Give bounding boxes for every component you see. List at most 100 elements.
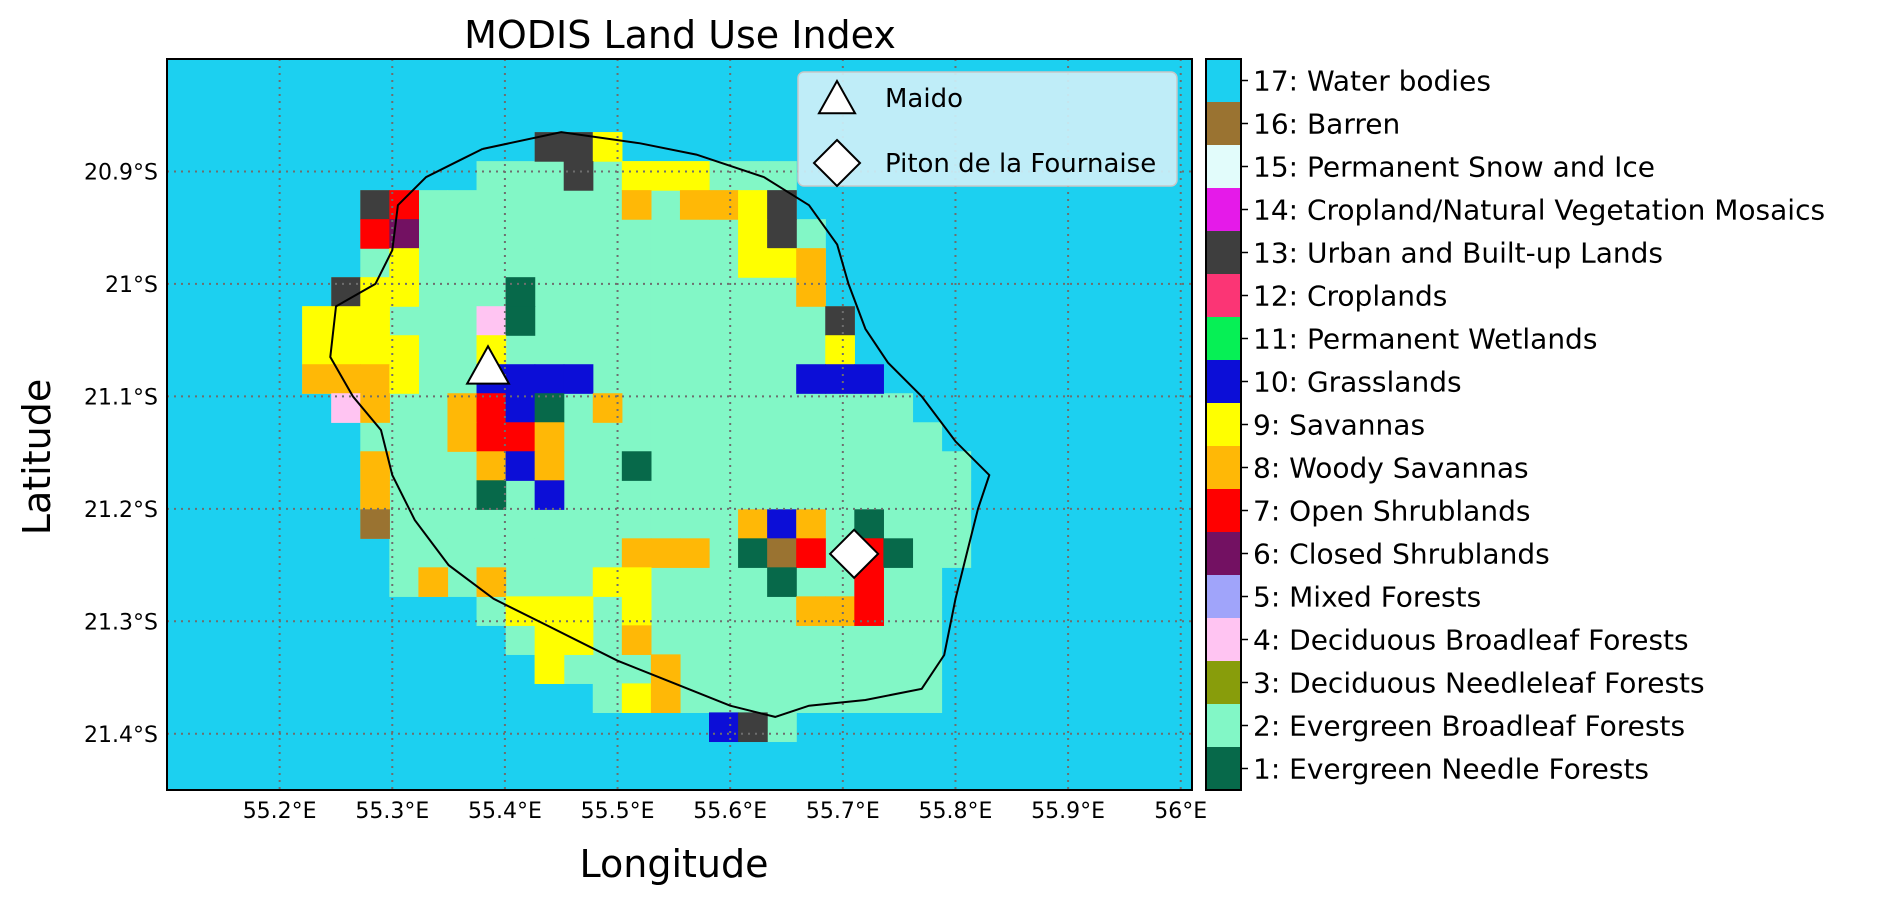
- land-cell-class-13: [360, 190, 390, 220]
- x-tick-label: 55.3°E: [355, 799, 429, 824]
- land-cell-class-4: [331, 393, 361, 423]
- coastline-layer: [329, 131, 991, 718]
- y-axis-label: Latitude: [15, 379, 59, 535]
- colorbar-swatch: [1206, 188, 1241, 232]
- land-cell-class-8: [331, 364, 361, 394]
- land-cell-class-8: [476, 567, 507, 597]
- land-cell: [418, 248, 449, 278]
- land-cell: [534, 335, 565, 365]
- land-cell: [796, 306, 826, 336]
- colorbar-swatch: [1206, 661, 1241, 705]
- y-tick-label: 21.3°S: [84, 610, 158, 635]
- land-cell-class-10: [505, 393, 536, 423]
- land-cell: [534, 248, 565, 278]
- land-cell: [563, 393, 594, 423]
- land-cell-class-16: [767, 538, 797, 568]
- land-cell-class-7: [854, 596, 884, 626]
- land-cell-class-7: [360, 219, 390, 249]
- land-cell: [418, 480, 449, 510]
- land-cell: [767, 364, 797, 394]
- land-cell-class-9: [389, 364, 420, 394]
- land-cell: [418, 306, 449, 336]
- x-tick-label: 55.8°E: [919, 799, 993, 824]
- y-tick-label: 21.2°S: [84, 498, 158, 523]
- land-cell: [621, 480, 652, 510]
- land-cell-class-8: [534, 422, 565, 452]
- land-cell: [709, 509, 739, 539]
- land-cell-class-10: [854, 364, 884, 394]
- land-cell: [679, 567, 710, 597]
- colorbar-label: 4: Deciduous Broadleaf Forests: [1253, 624, 1689, 657]
- colorbar-label: 1: Evergreen Needle Forests: [1253, 753, 1649, 786]
- colorbar-swatch: [1206, 446, 1241, 490]
- land-cell: [592, 596, 623, 626]
- legend-label: Piton de la Fournaise: [885, 149, 1156, 179]
- land-cell: [738, 393, 768, 423]
- land-cell-class-8: [738, 509, 768, 539]
- land-cell: [505, 625, 536, 655]
- land-cell: [447, 451, 478, 481]
- land-cell-class-8: [796, 277, 826, 307]
- land-cell-class-8: [650, 683, 681, 714]
- land-cell: [679, 596, 710, 626]
- land-cell-class-8: [447, 393, 478, 423]
- colorbar-swatch: [1206, 403, 1241, 447]
- land-cell: [854, 480, 884, 510]
- land-cell: [563, 248, 594, 278]
- land-cell: [621, 393, 652, 423]
- piton-de-la-fournaise-marker: [828, 528, 880, 580]
- land-cell: [650, 364, 681, 394]
- land-cell: [592, 480, 623, 510]
- land-cell-class-9: [767, 248, 797, 278]
- land-cell-class-9: [302, 306, 332, 336]
- land-cell-class-9: [534, 654, 565, 684]
- land-cell: [389, 567, 420, 597]
- land-cell: [883, 654, 914, 684]
- land-cell-class-10: [534, 364, 565, 394]
- land-cell: [621, 219, 652, 249]
- land-cell: [534, 567, 565, 597]
- land-cell: [418, 364, 449, 394]
- colorbar-label: 17: Water bodies: [1253, 65, 1491, 98]
- land-cell: [621, 364, 652, 394]
- x-tick-label: 55.5°E: [581, 799, 655, 824]
- land-cell: [738, 422, 768, 452]
- y-tick-label: 21.1°S: [84, 385, 158, 410]
- land-cell: [767, 393, 797, 423]
- land-cell-class-8: [650, 538, 681, 568]
- land-cell: [418, 393, 449, 423]
- land-cell: [709, 335, 739, 365]
- land-cell: [505, 248, 536, 278]
- colorbar-label: 2: Evergreen Broadleaf Forests: [1253, 710, 1685, 743]
- land-cell-class-1: [621, 451, 652, 481]
- land-cell-class-10: [505, 364, 536, 394]
- land-cell: [883, 683, 914, 714]
- land-cell: [563, 654, 594, 684]
- land-cell-class-13: [767, 219, 797, 249]
- y-tick-label: 21.4°S: [84, 723, 158, 748]
- land-cell-class-9: [738, 248, 768, 278]
- land-cell-class-8: [621, 190, 652, 220]
- land-cell-class-1: [883, 538, 914, 568]
- land-cell: [767, 712, 797, 743]
- land-cell: [738, 654, 768, 684]
- land-cell: [738, 335, 768, 365]
- land-cell: [447, 219, 478, 249]
- colorbar-label: 8: Woody Savannas: [1253, 452, 1529, 485]
- land-cell-class-10: [505, 451, 536, 481]
- land-cell: [534, 538, 565, 568]
- land-cell-class-9: [360, 277, 390, 307]
- land-cell: [621, 248, 652, 278]
- land-cell: [854, 393, 884, 423]
- land-cell: [709, 248, 739, 278]
- land-cell: [883, 625, 914, 655]
- land-cell-class-8: [534, 451, 565, 481]
- land-cell: [592, 683, 623, 714]
- land-cell-class-1: [534, 393, 565, 423]
- land-cell: [505, 509, 536, 539]
- land-cell: [883, 480, 914, 510]
- tick-labels: 55.2°E 55.3°E 55.4°E 55.5°E 55.6°E 55.7°E 55.8…: [84, 160, 1207, 824]
- colorbar-label: 11: Permanent Wetlands: [1253, 323, 1597, 356]
- land-cell: [767, 277, 797, 307]
